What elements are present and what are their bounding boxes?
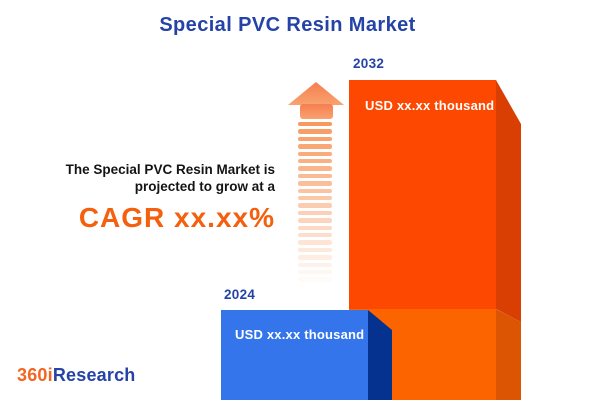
- arrow-stripe: [298, 247, 332, 253]
- bar-2032-side-top: [496, 80, 521, 322]
- bar-2024-front: [221, 310, 368, 400]
- arrow-stripe: [298, 240, 332, 245]
- logo-suffix: Research: [52, 365, 136, 385]
- bar-2032-year-label: 2032: [353, 56, 385, 71]
- arrow-stripe: [298, 203, 332, 208]
- bar-2032-value-label: USD xx.xx thousand: [365, 98, 495, 113]
- arrow-stripe: [298, 210, 332, 216]
- bar-2024-value-label: USD xx.xx thousand: [235, 327, 365, 342]
- logo-prefix: 360i: [17, 365, 53, 385]
- arrow-stripe: [298, 188, 332, 193]
- arrow-stripe: [298, 129, 332, 134]
- arrow-stripe: [298, 218, 332, 223]
- growth-arrow: [288, 82, 344, 297]
- tagline: The Special PVC Resin Market is projecte…: [28, 161, 275, 232]
- arrow-stripe: [298, 136, 332, 142]
- arrow-stripe: [298, 144, 332, 149]
- brand-logo: 360iResearch: [17, 365, 136, 386]
- arrow-stripe: [298, 122, 332, 127]
- bar-2032-side-bottom: [496, 309, 521, 400]
- arrow-stripe: [298, 270, 332, 275]
- arrow-stripe: [298, 173, 332, 179]
- arrow-stripe: [298, 159, 332, 164]
- cagr-text: CAGR xx.xx%: [78, 202, 275, 233]
- arrow-stripe: [298, 181, 332, 186]
- arrow-stripe: [298, 225, 332, 230]
- bar-2024-year-label: 2024: [224, 287, 256, 302]
- arrow-stripe: [298, 255, 332, 260]
- tagline-line1: The Special PVC Resin Market is: [65, 162, 275, 177]
- arrow-stripe: [298, 277, 332, 282]
- arrow-stripe: [298, 151, 332, 156]
- page-title: Special PVC Resin Market: [159, 14, 416, 36]
- arrow-stripe: [298, 233, 332, 238]
- bar-2032-front-top: [349, 80, 496, 309]
- arrow-stripe: [298, 166, 332, 171]
- arrow-stripe: [298, 196, 332, 201]
- arrow-up-icon: [288, 82, 344, 120]
- tagline-line2: projected to grow at a: [134, 179, 275, 194]
- arrow-stripe: [298, 262, 332, 267]
